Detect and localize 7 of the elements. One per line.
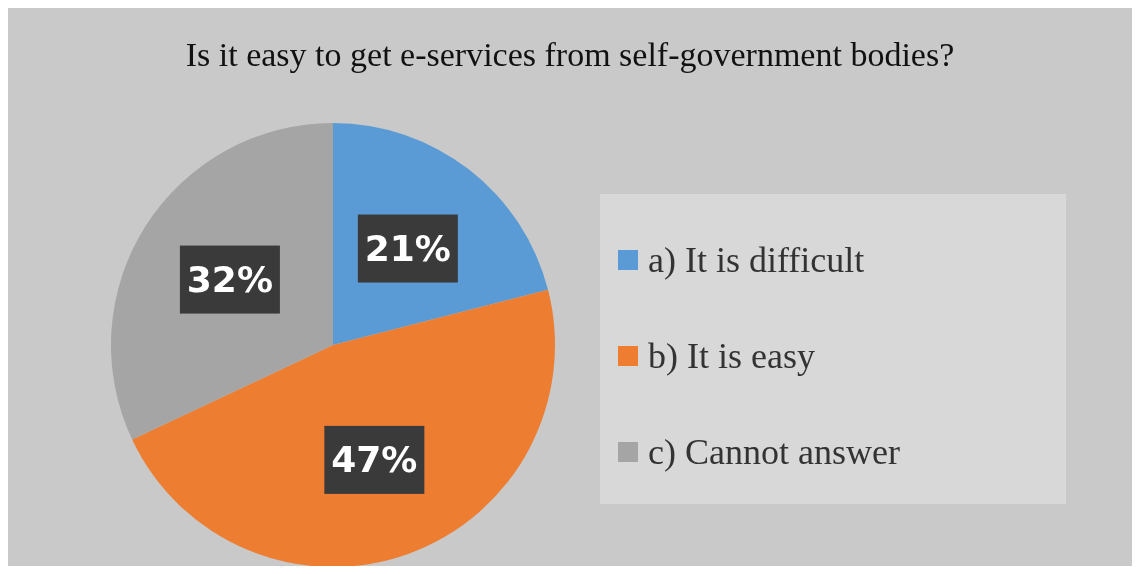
- legend-label: a) It is difficult: [648, 239, 865, 281]
- legend-label: c) Cannot answer: [648, 431, 900, 473]
- data-label: 32%: [186, 259, 273, 301]
- legend-label: b) It is easy: [648, 335, 815, 377]
- chart-title: Is it easy to get e-services from self-government bodies?: [184, 36, 956, 74]
- data-label: 47%: [331, 439, 418, 481]
- data-label: 21%: [364, 228, 451, 270]
